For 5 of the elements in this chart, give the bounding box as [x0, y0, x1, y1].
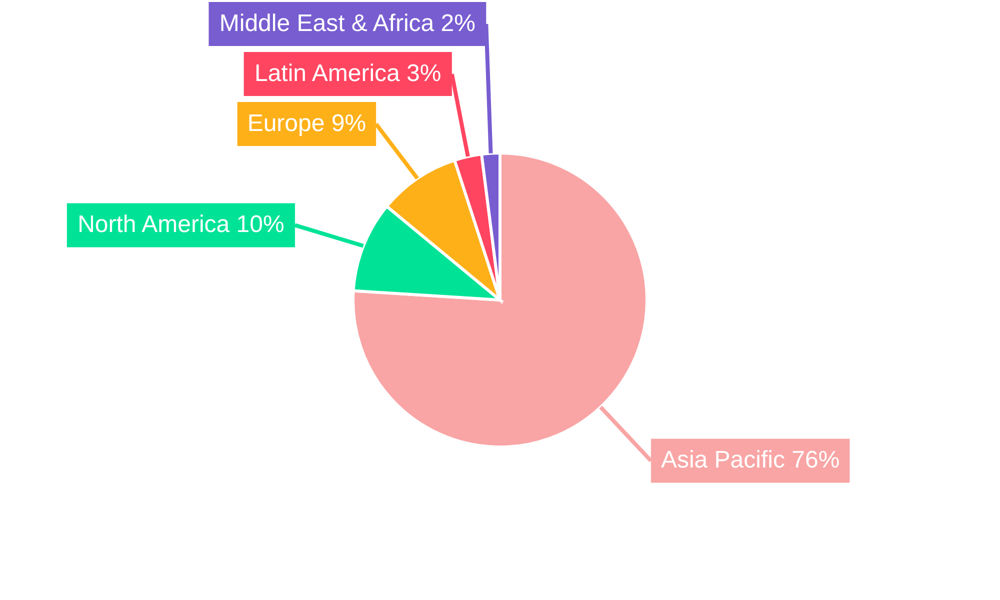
slice-label: North America 10% — [78, 211, 284, 238]
slice-label: Latin America 3% — [254, 60, 442, 87]
slice-label: Asia Pacific 76% — [660, 446, 840, 474]
slice-label: Europe 9% — [247, 110, 366, 137]
slice-label: Middle East & Africa 2% — [219, 10, 476, 37]
